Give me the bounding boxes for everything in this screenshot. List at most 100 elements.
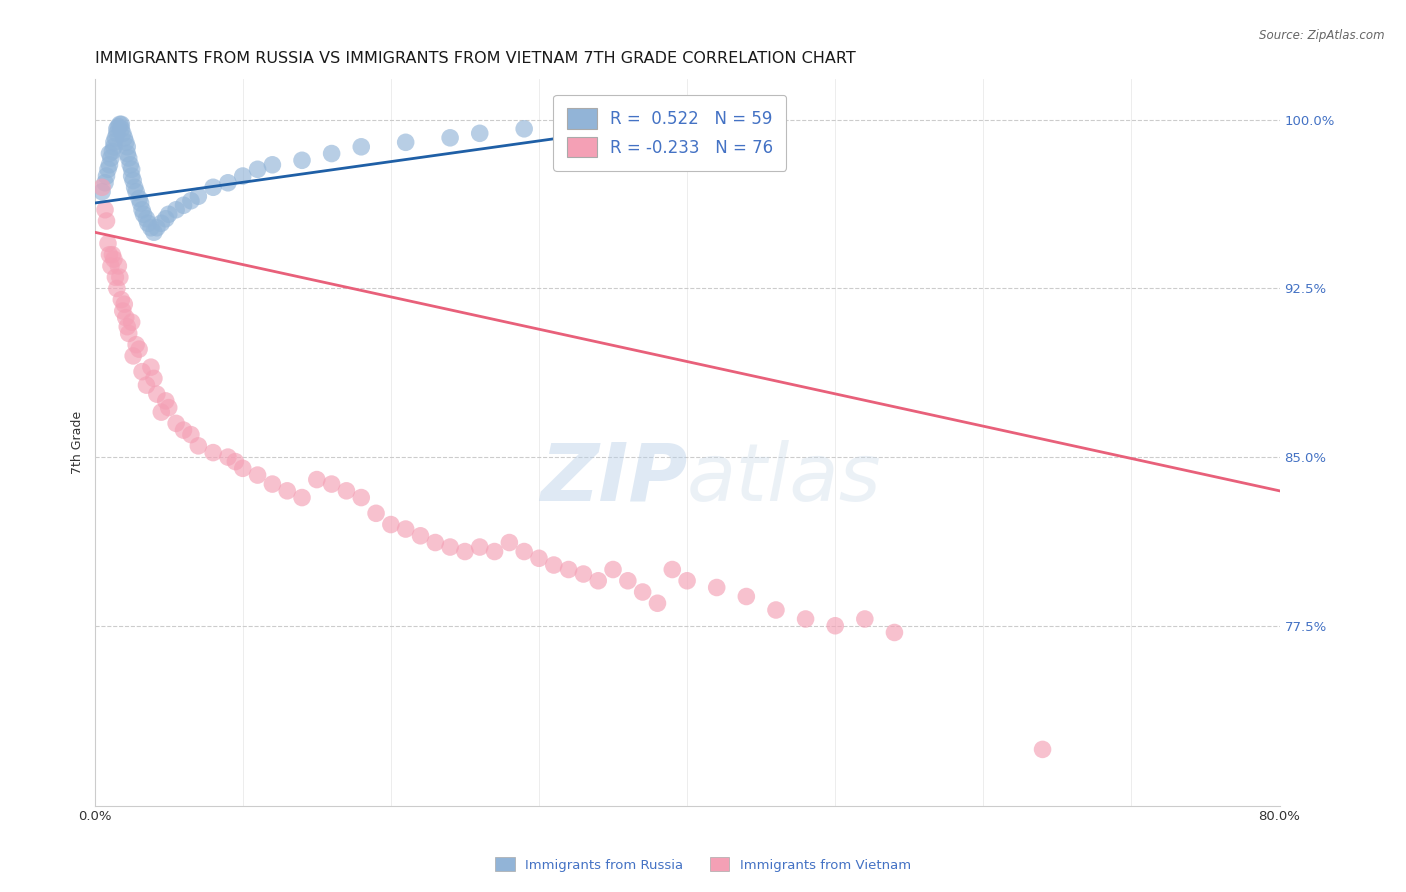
Point — [824, 618, 846, 632]
Text: atlas: atlas — [688, 440, 882, 517]
Point — [103, 252, 125, 267]
Point — [124, 180, 146, 194]
Point — [180, 194, 202, 208]
Point — [131, 365, 153, 379]
Point — [142, 371, 165, 385]
Point — [146, 220, 169, 235]
Point — [395, 522, 418, 536]
Point — [128, 342, 150, 356]
Point — [1032, 742, 1054, 756]
Point — [114, 136, 136, 150]
Text: IMMIGRANTS FROM RUSSIA VS IMMIGRANTS FROM VIETNAM 7TH GRADE CORRELATION CHART: IMMIGRANTS FROM RUSSIA VS IMMIGRANTS FRO… — [94, 51, 855, 66]
Point — [122, 349, 145, 363]
Point — [586, 117, 609, 131]
Point — [572, 567, 595, 582]
Point — [104, 130, 127, 145]
Point — [202, 445, 225, 459]
Point — [100, 151, 122, 165]
Point — [108, 270, 131, 285]
Point — [350, 491, 373, 505]
Point — [150, 216, 173, 230]
Point — [617, 574, 640, 588]
Point — [439, 130, 461, 145]
Point — [364, 506, 387, 520]
Point — [121, 162, 143, 177]
Point — [853, 612, 876, 626]
Point — [107, 120, 129, 134]
Point — [96, 214, 118, 228]
Text: Source: ZipAtlas.com: Source: ZipAtlas.com — [1260, 29, 1385, 42]
Point — [96, 169, 118, 183]
Point — [139, 220, 162, 235]
Point — [100, 259, 122, 273]
Legend: Immigrants from Russia, Immigrants from Vietnam: Immigrants from Russia, Immigrants from … — [488, 851, 918, 879]
Point — [97, 162, 120, 177]
Point — [735, 590, 758, 604]
Point — [107, 259, 129, 273]
Point — [105, 281, 128, 295]
Point — [276, 483, 298, 498]
Point — [157, 401, 180, 415]
Point — [321, 146, 343, 161]
Point — [557, 562, 579, 576]
Point — [110, 293, 132, 307]
Point — [513, 544, 536, 558]
Point — [291, 491, 314, 505]
Point — [468, 540, 491, 554]
Point — [232, 461, 254, 475]
Point — [647, 596, 669, 610]
Point — [104, 270, 127, 285]
Point — [527, 551, 550, 566]
Legend: R =  0.522   N = 59, R = -0.233   N = 76: R = 0.522 N = 59, R = -0.233 N = 76 — [553, 95, 786, 170]
Point — [706, 581, 728, 595]
Point — [115, 140, 138, 154]
Point — [173, 198, 195, 212]
Point — [395, 136, 418, 150]
Point — [105, 121, 128, 136]
Point — [647, 117, 669, 131]
Point — [631, 585, 654, 599]
Point — [131, 202, 153, 217]
Point — [125, 185, 148, 199]
Point — [91, 180, 114, 194]
Point — [262, 477, 284, 491]
Point — [118, 326, 141, 341]
Point — [101, 248, 124, 262]
Point — [202, 180, 225, 194]
Point — [115, 319, 138, 334]
Point — [155, 393, 177, 408]
Point — [98, 248, 121, 262]
Point — [765, 603, 787, 617]
Point — [262, 158, 284, 172]
Point — [180, 427, 202, 442]
Point — [111, 126, 134, 140]
Point — [121, 315, 143, 329]
Point — [150, 405, 173, 419]
Point — [122, 173, 145, 187]
Point — [94, 176, 117, 190]
Point — [98, 158, 121, 172]
Point — [794, 612, 817, 626]
Point — [114, 310, 136, 325]
Text: ZIP: ZIP — [540, 440, 688, 517]
Point — [97, 236, 120, 251]
Point — [661, 562, 683, 576]
Point — [129, 196, 152, 211]
Point — [118, 151, 141, 165]
Point — [291, 153, 314, 168]
Point — [91, 185, 114, 199]
Point — [157, 207, 180, 221]
Point — [146, 387, 169, 401]
Point — [350, 140, 373, 154]
Point — [425, 535, 447, 549]
Point — [108, 117, 131, 131]
Point — [120, 158, 142, 172]
Point — [132, 207, 155, 221]
Point — [335, 483, 357, 498]
Point — [321, 477, 343, 491]
Point — [305, 473, 328, 487]
Point — [135, 211, 157, 226]
Point — [380, 517, 402, 532]
Point — [484, 544, 506, 558]
Point — [98, 146, 121, 161]
